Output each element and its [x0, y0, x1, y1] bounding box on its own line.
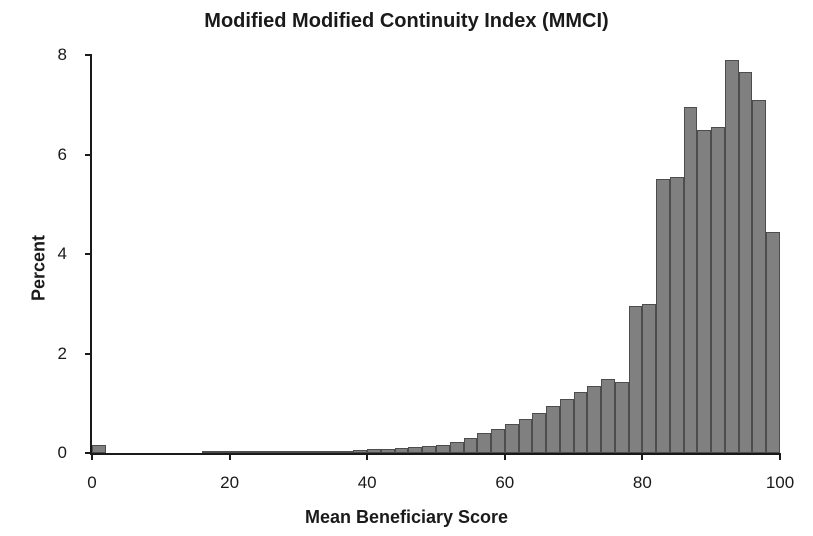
histogram-bar [684, 107, 698, 453]
x-tick-mark [504, 453, 506, 460]
histogram-bar [739, 72, 753, 453]
histogram-bar [505, 424, 519, 453]
y-tick-label: 4 [58, 244, 67, 264]
histogram-bar [257, 451, 271, 453]
histogram-bar [491, 429, 505, 453]
histogram-bar [532, 413, 546, 453]
histogram-bar [298, 451, 312, 453]
x-tick-mark [229, 453, 231, 460]
x-tick-mark [641, 453, 643, 460]
y-tick-mark [85, 154, 92, 156]
x-tick-label: 0 [87, 473, 96, 493]
chart-title: Modified Modified Continuity Index (MMCI… [0, 10, 813, 33]
histogram-bar [752, 100, 766, 453]
histogram-bar [574, 392, 588, 453]
histogram-bar [670, 177, 684, 453]
histogram-bar [642, 304, 656, 453]
y-tick-mark [85, 353, 92, 355]
histogram-bar [629, 306, 643, 453]
y-tick-label: 6 [58, 145, 67, 165]
histogram-bar [697, 130, 711, 453]
x-axis-label: Mean Beneficiary Score [0, 507, 813, 528]
chart-container: Modified Modified Continuity Index (MMCI… [0, 0, 813, 536]
histogram-bar [766, 232, 780, 453]
x-tick-label: 100 [766, 473, 794, 493]
x-tick-mark [779, 453, 781, 460]
histogram-bar [353, 450, 367, 453]
y-axis-label: Percent [29, 235, 50, 301]
histogram-bar [615, 382, 629, 453]
histogram-bar [202, 451, 216, 453]
histogram-bar [587, 386, 601, 453]
y-tick-mark [85, 253, 92, 255]
histogram-bar [519, 419, 533, 453]
histogram-bar [408, 447, 422, 453]
histogram-bar [656, 179, 670, 453]
y-tick-label: 2 [58, 344, 67, 364]
x-tick-mark [91, 453, 93, 460]
histogram-bar [216, 451, 230, 453]
histogram-bar [422, 446, 436, 453]
histogram-bar [725, 60, 739, 453]
histogram-bar [312, 451, 326, 453]
histogram-bar [601, 379, 615, 453]
histogram-bar [367, 449, 381, 453]
histogram-bar [560, 399, 574, 453]
histogram-bar [92, 445, 106, 453]
y-tick-label: 8 [58, 45, 67, 65]
histogram-bar [477, 433, 491, 453]
histogram-bar [285, 451, 299, 453]
histogram-bar [546, 406, 560, 453]
histogram-bar [230, 451, 244, 453]
histogram-bar [436, 445, 450, 453]
histogram-bar [381, 449, 395, 453]
x-tick-label: 20 [220, 473, 239, 493]
histogram-bar [271, 451, 285, 453]
histogram-bar [340, 451, 354, 453]
y-tick-mark [85, 54, 92, 56]
histogram-bar [395, 448, 409, 453]
y-tick-label: 0 [58, 443, 67, 463]
histogram-bar [464, 438, 478, 453]
histogram-bar [243, 451, 257, 453]
plot-area: 02468020406080100 [90, 55, 780, 455]
x-tick-label: 80 [633, 473, 652, 493]
histogram-bar [711, 127, 725, 453]
histogram-bar [450, 442, 464, 453]
x-tick-label: 60 [495, 473, 514, 493]
x-tick-label: 40 [358, 473, 377, 493]
x-tick-mark [366, 453, 368, 460]
histogram-bar [326, 451, 340, 453]
